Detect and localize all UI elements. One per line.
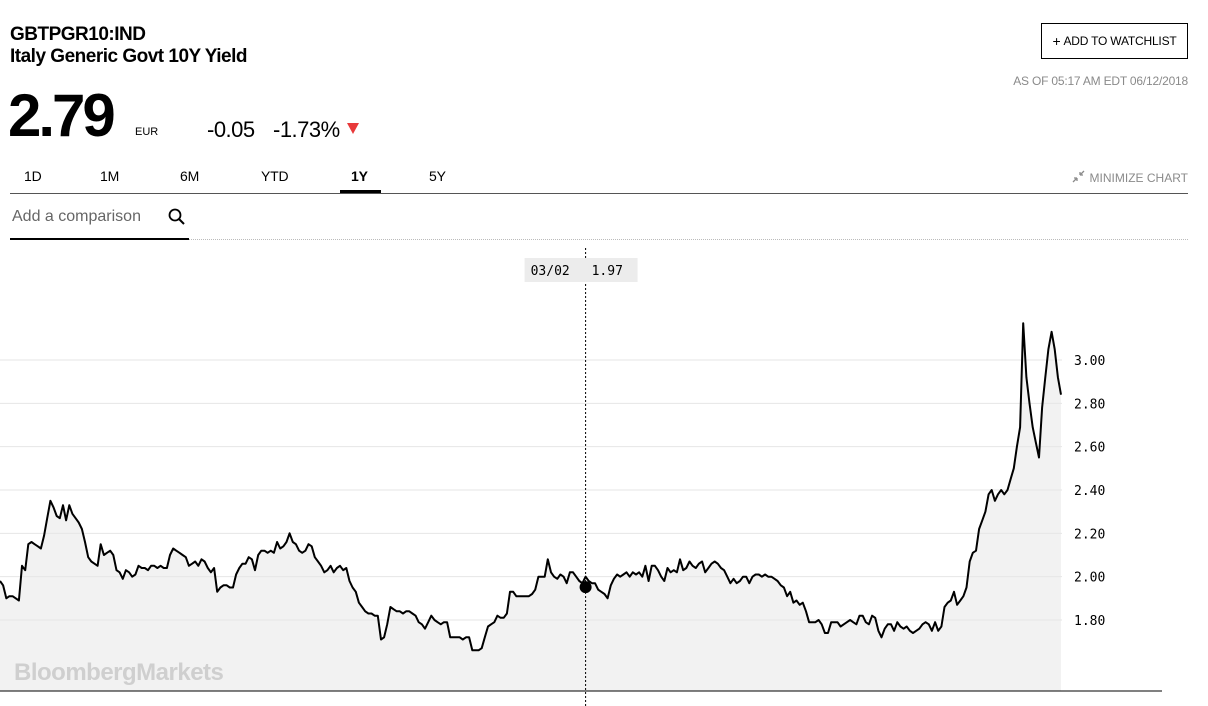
active-tab-indicator — [340, 190, 381, 193]
chart-area-fill — [0, 323, 1061, 691]
series-line — [0, 322, 1062, 652]
crosshair-point — [579, 581, 592, 594]
tab-1d[interactable]: 1D — [24, 168, 42, 184]
tab-1y[interactable]: 1Y — [351, 168, 368, 184]
bloomberg-watermark: BloombergMarkets — [14, 659, 224, 686]
tooltip-value: 1.97 — [592, 264, 623, 279]
watchlist-label: ADD TO WATCHLIST — [1063, 34, 1177, 48]
minimize-chart-label: MINIMIZE CHART — [1089, 171, 1188, 185]
down-arrow-icon — [347, 123, 359, 134]
search-icon[interactable] — [168, 208, 186, 231]
currency-label: EUR — [135, 126, 159, 138]
y-tick-label: 1.80 — [1074, 614, 1105, 629]
as-of-timestamp: AS OF 05:17 AM EDT 06/12/2018 — [1013, 74, 1188, 88]
tooltip-box — [524, 258, 638, 282]
tab-1m[interactable]: 1M — [100, 168, 120, 184]
tooltip-date: 03/02 — [531, 264, 570, 279]
y-tick-label: 2.40 — [1074, 484, 1105, 499]
price-change: -0.05 — [207, 117, 255, 142]
y-tick-label: 2.20 — [1074, 527, 1105, 542]
y-tick-label: 2.00 — [1074, 571, 1105, 586]
security-name: Italy Generic Govt 10Y Yield — [10, 46, 248, 67]
tab-5y[interactable]: 5Y — [429, 168, 446, 184]
minimize-icon — [1072, 170, 1085, 186]
time-range-tabs: 1D 1M 6M YTD 1Y 5Y — [10, 160, 1188, 194]
y-tick-label: 3.00 — [1074, 354, 1105, 369]
comparison-input[interactable] — [12, 206, 160, 228]
add-to-watchlist-button[interactable]: + ADD TO WATCHLIST — [1041, 23, 1188, 59]
tab-ytd[interactable]: YTD — [261, 168, 289, 184]
last-price: 2.79 — [8, 82, 116, 149]
tab-6m[interactable]: 6M — [180, 168, 200, 184]
tabs-divider — [10, 193, 1188, 194]
y-tick-label: 2.80 — [1074, 397, 1105, 412]
ticker-symbol: GBTPGR10:IND — [10, 24, 146, 45]
minimize-chart-button[interactable]: MINIMIZE CHART — [1072, 170, 1188, 186]
comparison-divider — [189, 239, 1188, 240]
price-change-percent: -1.73% — [273, 117, 340, 142]
comparison-search — [10, 201, 189, 240]
yield-chart[interactable]: 1.80 2.00 2.20 2.40 2.60 2.80 3.00 03/02 1.97 — [0, 245, 1208, 706]
y-tick-label: 2.60 — [1074, 441, 1105, 456]
plus-icon: + — [1052, 33, 1061, 49]
